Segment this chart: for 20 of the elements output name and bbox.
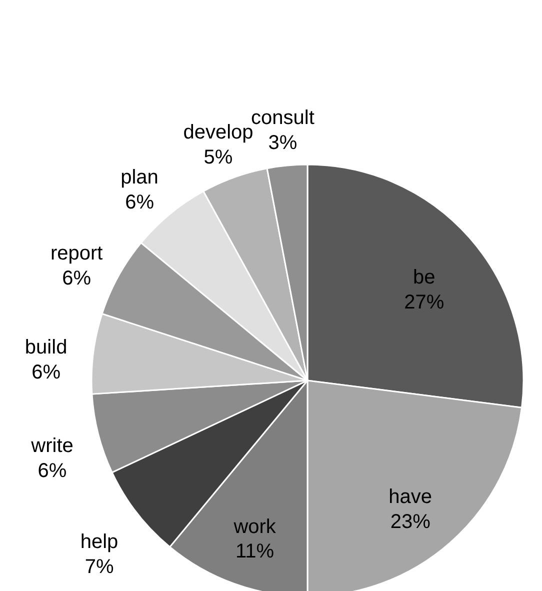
slice-label: help bbox=[80, 531, 118, 554]
slice-label: report bbox=[50, 242, 104, 265]
slice-label: consult bbox=[251, 107, 315, 130]
data-label: 6% bbox=[62, 267, 92, 290]
slice-label: develop bbox=[183, 122, 254, 144]
data-label: 27% bbox=[404, 291, 444, 314]
slice-label: build bbox=[24, 336, 68, 358]
data-label: 5% bbox=[204, 146, 233, 168]
data-label: 23% bbox=[390, 510, 431, 533]
data-label: 11% bbox=[236, 540, 274, 563]
slice-label: plan bbox=[120, 166, 158, 188]
data-label: 6% bbox=[32, 361, 61, 384]
data-label: 7% bbox=[84, 556, 114, 578]
data-label: 3% bbox=[268, 132, 298, 154]
data-label: 6% bbox=[38, 460, 67, 482]
data-label: 6% bbox=[125, 191, 154, 214]
slice-label: write bbox=[30, 435, 74, 458]
slice-label: be bbox=[413, 266, 436, 289]
slice-label: work bbox=[232, 516, 277, 538]
slice-label: have bbox=[388, 486, 432, 508]
